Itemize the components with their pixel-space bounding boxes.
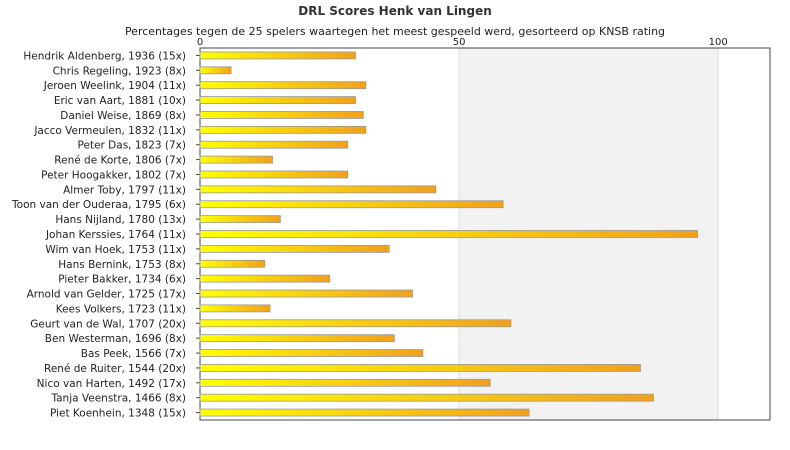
category-label: Piet Koenhein, 1348 (15x): [50, 408, 186, 420]
bar: [199, 304, 271, 313]
category-label: Nico van Harten, 1492 (17x): [37, 378, 186, 390]
bar: [199, 140, 349, 149]
category-label: Almer Toby, 1797 (11x): [63, 184, 186, 196]
category-label: Chris Regeling, 1923 (8x): [53, 65, 186, 77]
bar: [199, 349, 424, 357]
chart-title: DRL Scores Henk van Lingen: [298, 4, 492, 18]
category-label: Arnold van Gelder, 1725 (17x): [27, 289, 186, 301]
bar: [199, 334, 395, 343]
category-label: Jeroen Weelink, 1904 (11x): [43, 80, 186, 92]
category-label: Johan Kerssies, 1764 (11x): [45, 229, 186, 241]
x-tick-label: 50: [453, 37, 466, 48]
bar: [199, 259, 266, 268]
bar: [199, 125, 367, 134]
category-label: Pieter Bakker, 1734 (6x): [58, 274, 186, 286]
bar: [199, 81, 367, 90]
bar: [199, 51, 356, 60]
category-label: Tanja Veenstra, 1466 (8x): [50, 393, 186, 405]
bar: [199, 170, 349, 179]
category-label: Daniel Weise, 1869 (8x): [60, 110, 186, 122]
category-label: Geurt van de Wal, 1707 (20x): [30, 318, 186, 330]
bar: [199, 319, 512, 328]
bar: [199, 66, 232, 75]
bar: [199, 244, 390, 253]
category-label: Hans Nijland, 1780 (13x): [55, 214, 186, 226]
category-label: René de Ruiter, 1544 (20x): [44, 363, 186, 375]
category-label: Eric van Aart, 1881 (10x): [54, 95, 186, 107]
x-tick-label: 0: [197, 37, 203, 48]
bar: [199, 364, 641, 372]
category-label: Wim van Hoek, 1753 (11x): [45, 244, 186, 256]
bar: [199, 230, 698, 238]
category-label: Kees Volkers, 1723 (11x): [56, 303, 186, 315]
bar: [199, 96, 356, 104]
x-tick-label: 100: [709, 37, 728, 48]
category-label: Peter Hoogakker, 1802 (7x): [41, 169, 186, 181]
bar: [199, 393, 654, 402]
category-label: Hans Bernink, 1753 (8x): [58, 259, 186, 271]
category-label: Jacco Vermeulen, 1832 (11x): [33, 125, 186, 137]
bar: [199, 155, 273, 164]
bar: [199, 215, 281, 224]
bar: [199, 200, 504, 209]
plot-band: [718, 48, 770, 420]
bar: [199, 274, 330, 283]
category-label: Ben Westerman, 1696 (8x): [45, 333, 186, 345]
bar: [199, 185, 437, 194]
bar: [199, 111, 364, 119]
bar: [199, 289, 413, 298]
category-label: Peter Das, 1823 (7x): [78, 140, 186, 152]
category-label: Bas Peek, 1566 (7x): [81, 348, 186, 360]
bar: [199, 378, 491, 387]
category-label: Toon van der Ouderaa, 1795 (6x): [11, 199, 186, 211]
category-label: Hendrik Aldenberg, 1936 (15x): [23, 50, 186, 62]
bar: [199, 408, 530, 417]
category-label: René de Korte, 1806 (7x): [54, 155, 186, 167]
chart-subtitle: Percentages tegen de 25 spelers waartege…: [124, 25, 666, 38]
